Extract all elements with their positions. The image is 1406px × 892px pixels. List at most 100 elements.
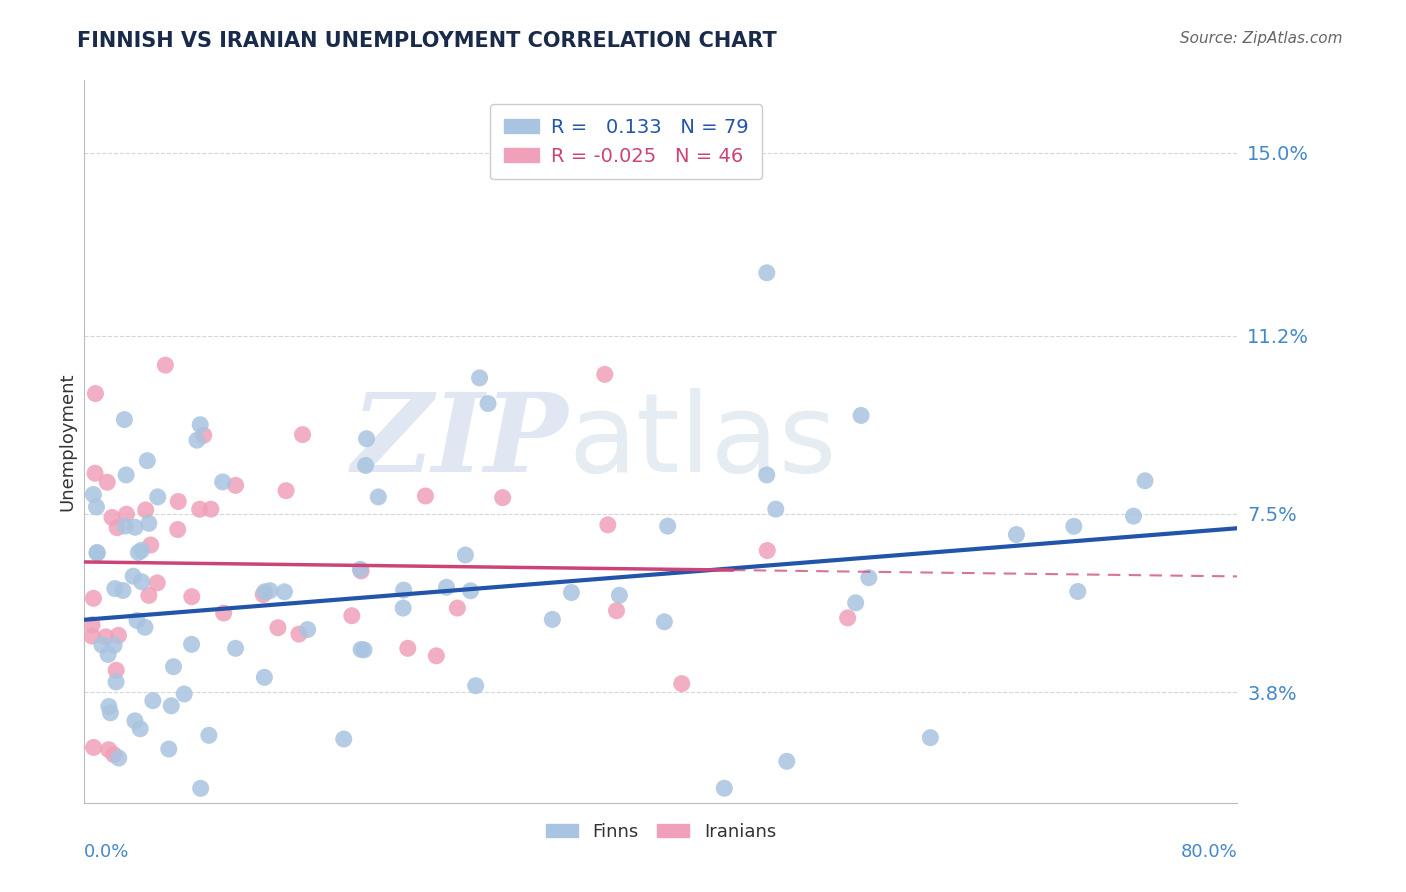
Point — [131, 543, 153, 558]
Point — [1133, 474, 1156, 488]
Point — [253, 670, 276, 684]
Point — [138, 516, 160, 531]
Text: Source: ZipAtlas.com: Source: ZipAtlas.com — [1180, 31, 1343, 46]
Point — [115, 467, 138, 482]
Point — [90, 638, 112, 652]
Point — [654, 615, 676, 629]
Point — [80, 617, 103, 632]
Point — [146, 490, 169, 504]
Point — [392, 601, 415, 615]
Point — [82, 591, 104, 606]
Point — [127, 545, 149, 559]
Point — [97, 699, 120, 714]
Point — [200, 502, 222, 516]
Point — [353, 643, 375, 657]
Point — [392, 583, 415, 598]
Point — [858, 571, 880, 585]
Point — [105, 663, 128, 677]
Point — [104, 582, 127, 596]
Point — [103, 747, 125, 762]
Point — [468, 371, 491, 385]
Point — [193, 428, 215, 442]
Point — [112, 412, 135, 426]
Point — [115, 507, 138, 521]
Point — [1005, 527, 1028, 541]
Point — [157, 742, 180, 756]
Point — [765, 502, 787, 516]
Point — [297, 623, 319, 637]
Point — [253, 584, 276, 599]
Point — [124, 714, 146, 728]
Point — [596, 517, 619, 532]
Point — [756, 543, 779, 558]
Point — [160, 698, 183, 713]
Point — [162, 659, 184, 673]
Point — [252, 588, 274, 602]
Point — [425, 648, 447, 663]
Point — [198, 728, 221, 742]
Point — [609, 588, 631, 602]
Point — [713, 781, 735, 796]
Point — [155, 358, 177, 372]
Point — [367, 490, 389, 504]
Point — [122, 569, 145, 583]
Point — [97, 742, 120, 756]
Point — [755, 467, 778, 482]
Point — [86, 545, 108, 559]
Point — [84, 467, 107, 481]
Point — [131, 574, 153, 589]
Point — [180, 590, 202, 604]
Point — [350, 564, 373, 578]
Text: ZIP: ZIP — [352, 388, 568, 495]
Point — [1063, 519, 1085, 533]
Point — [560, 585, 582, 599]
Point — [136, 453, 159, 467]
Point — [454, 548, 477, 562]
Point — [186, 434, 208, 448]
Point — [288, 627, 311, 641]
Point — [259, 583, 281, 598]
Point — [477, 396, 499, 410]
Point — [274, 483, 297, 498]
Point — [460, 583, 482, 598]
Point — [273, 584, 295, 599]
Point — [225, 478, 247, 492]
Point — [267, 621, 290, 635]
Point — [97, 648, 120, 662]
Point — [101, 510, 124, 524]
Point — [124, 520, 146, 534]
Point — [114, 519, 136, 533]
Point — [464, 679, 486, 693]
Point — [211, 475, 233, 489]
Point — [356, 432, 378, 446]
Point — [84, 386, 107, 401]
Point — [100, 706, 122, 720]
Point — [83, 740, 105, 755]
Point — [146, 575, 169, 590]
Point — [107, 751, 129, 765]
Point — [350, 642, 373, 657]
Text: FINNISH VS IRANIAN UNEMPLOYMENT CORRELATION CHART: FINNISH VS IRANIAN UNEMPLOYMENT CORRELAT… — [77, 31, 778, 51]
Point — [173, 687, 195, 701]
Point — [166, 523, 188, 537]
Point — [354, 458, 377, 473]
Point — [105, 521, 128, 535]
Point — [415, 489, 437, 503]
Point — [491, 491, 513, 505]
Point — [82, 487, 104, 501]
Point — [446, 601, 468, 615]
Text: 80.0%: 80.0% — [1181, 843, 1237, 861]
Point — [86, 500, 108, 514]
Point — [129, 722, 152, 736]
Point — [349, 562, 371, 576]
Point — [755, 266, 778, 280]
Point — [340, 608, 363, 623]
Point — [1067, 584, 1090, 599]
Point — [920, 731, 942, 745]
Point — [396, 641, 419, 656]
Y-axis label: Unemployment: Unemployment — [58, 372, 76, 511]
Point — [436, 580, 458, 594]
Text: 0.0%: 0.0% — [84, 843, 129, 861]
Text: atlas: atlas — [568, 388, 837, 495]
Point — [167, 494, 190, 508]
